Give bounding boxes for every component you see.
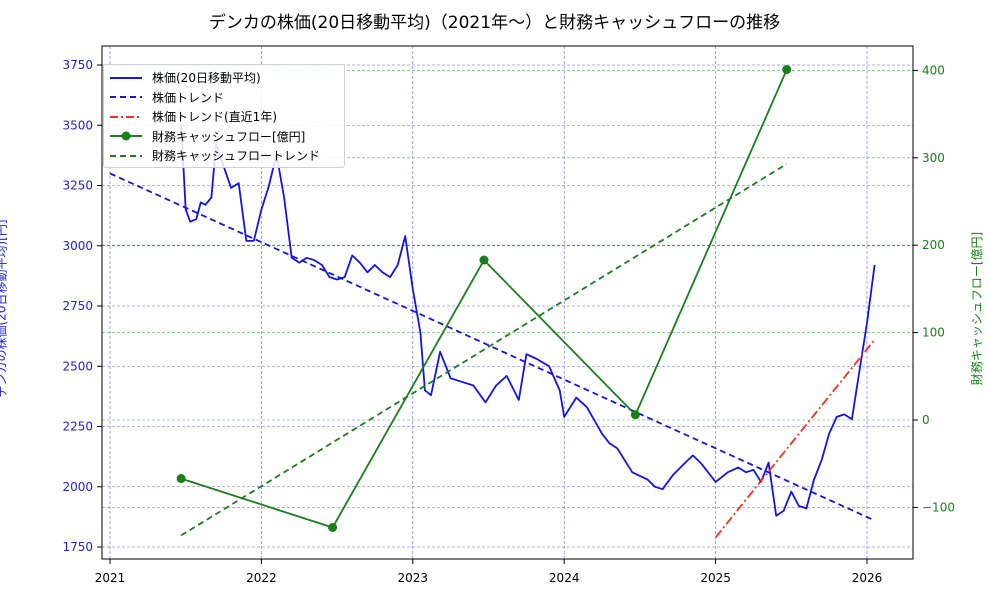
chart-title: デンカの株価(20日移動平均)（2021年〜）と財務キャッシュフローの推移 [208,13,781,33]
legend-label: 財務キャッシュフロートレンド [152,149,321,164]
left-tick-label: 3750 [62,58,93,72]
right-tick-label: 400 [922,63,945,77]
data-point-marker [782,65,792,75]
solid-line-icon [110,76,142,79]
x-tick-label: 2021 [95,571,126,585]
x-tick-label: 2026 [852,571,883,585]
data-point-marker [630,410,640,420]
right-tick-label: 100 [922,326,945,340]
legend-label: 株価トレンド(直近1年) [152,110,277,125]
dashed-line-icon [110,154,142,157]
legend: 株価(20日移動平均) 株価トレンド 株価トレンド(直近1年) 財務キャッシュフ… [103,64,345,168]
right-tick-label: 300 [922,151,945,165]
legend-item-price: 株価(20日移動平均) [110,68,338,88]
left-axis-label: デンカの株価(20日移動平均)[円] [0,219,9,398]
series-line [109,172,875,522]
line-marker-icon [110,131,142,141]
data-point-marker [479,255,489,265]
dashdot-line-icon [110,115,142,118]
legend-item-cashflow-trend: 財務キャッシュフロートレンド [110,146,338,166]
left-tick-label: 2500 [62,359,93,373]
legend-item-price-trend: 株価トレンド [110,88,338,108]
data-point-marker [328,523,338,533]
left-tick-label: 3250 [62,179,93,193]
x-tick-label: 2022 [246,571,277,585]
series-line [714,339,876,538]
left-tick-label: 2750 [62,299,93,313]
x-tick-label: 2025 [700,571,731,585]
series-line [180,125,876,517]
left-tick-label: 3000 [62,239,93,253]
data-point-marker [176,474,186,484]
x-tick-label: 2023 [398,571,429,585]
series-line [180,163,788,537]
right-tick-label: 0 [922,413,930,427]
left-tick-label: 3500 [62,118,93,132]
axis-ticks: 2021 2022 2023 2024 2025 20261750200022502500… [62,58,955,585]
left-tick-label: 1750 [62,540,93,554]
right-tick-label: 200 [922,238,945,252]
x-tick-label: 2024 [549,571,580,585]
legend-item-cashflow: 財務キャッシュフロー[億円] [110,127,338,147]
right-axis-label: 財務キャッシュフロー[億円] [970,231,985,386]
legend-item-recent-trend: 株価トレンド(直近1年) [110,107,338,127]
series-layer [109,65,876,538]
left-tick-label: 2250 [62,420,93,434]
legend-label: 株価(20日移動平均) [152,71,261,86]
legend-label: 株価トレンド [152,90,225,105]
legend-label: 財務キャッシュフロー[億円] [152,129,306,144]
left-tick-label: 2000 [62,480,93,494]
right-tick-label: −100 [922,500,955,514]
dashed-line-icon [110,96,142,99]
plot-frame [101,45,914,560]
